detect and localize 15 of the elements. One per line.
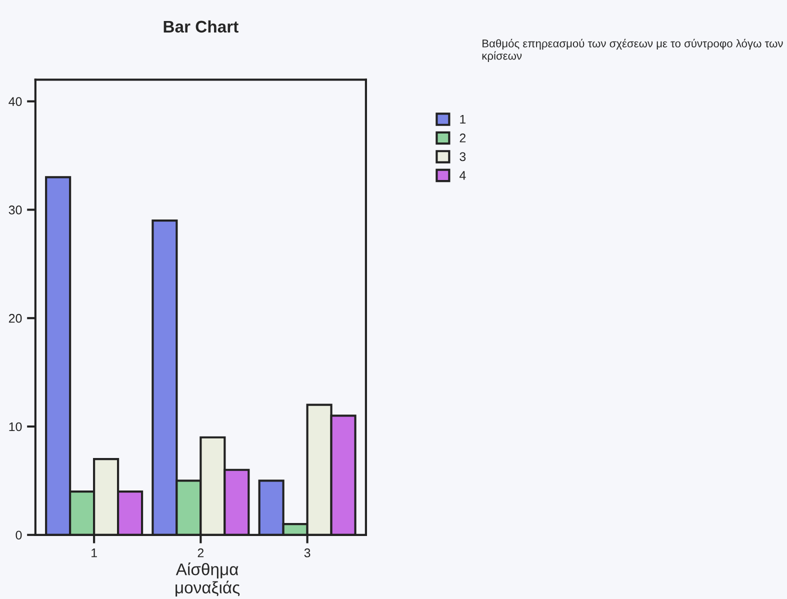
x-tick-label: 3 xyxy=(304,548,310,558)
chart-title: Bar Chart xyxy=(164,20,238,33)
y-tick-label: 10 xyxy=(9,422,22,432)
y-tick-label: 0 xyxy=(16,530,22,540)
x-tick-label: 2 xyxy=(198,548,204,558)
legend-title: Βαθμός επηρεασμού των σχέσεων με το σύντροφο λόγω των κρίσεων xyxy=(482,38,783,62)
y-tick-label: 30 xyxy=(8,206,22,214)
x-axis-title: Αίσθημα μοναξιάς xyxy=(176,562,240,596)
legend-label: 2 xyxy=(460,134,466,142)
legend-label: 3 xyxy=(460,152,466,162)
y-tick-label: 20 xyxy=(8,314,22,323)
legend-label: 1 xyxy=(460,114,466,124)
x-tick-label: 1 xyxy=(92,548,97,558)
legend-label: 4 xyxy=(459,171,466,180)
y-tick-label: 40 xyxy=(8,97,22,106)
